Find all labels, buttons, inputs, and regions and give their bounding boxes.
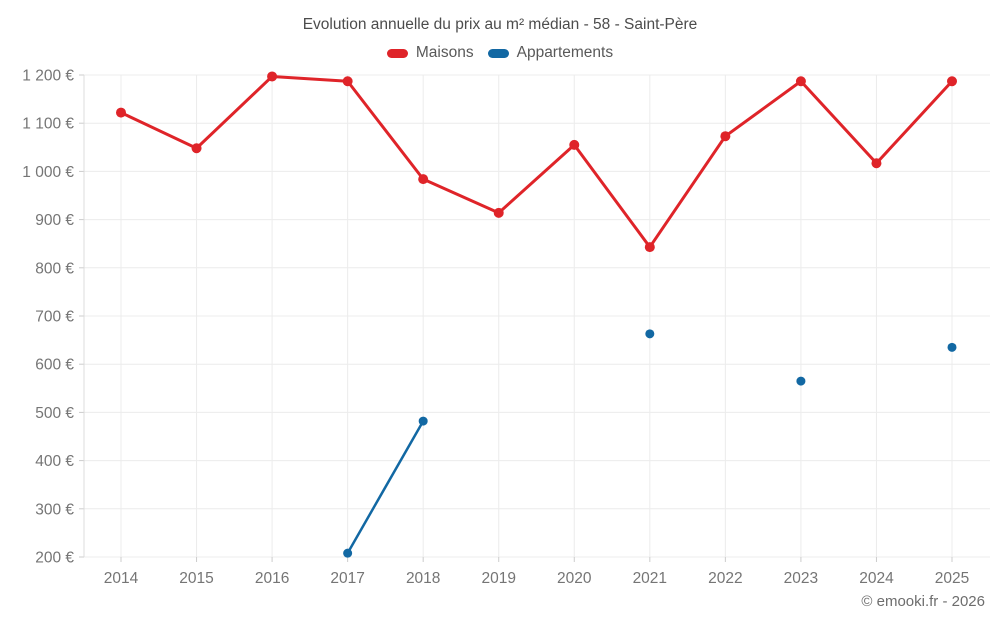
- maisons-legend-swatch: [386, 48, 408, 58]
- x-tick-label: 2018: [406, 570, 440, 587]
- appartements-point[interactable]: [418, 416, 428, 426]
- maisons-point[interactable]: [191, 143, 202, 154]
- maisons-legend-label: Maisons: [415, 44, 474, 61]
- x-tick-label: 2016: [255, 570, 289, 587]
- chart-title: Evolution annuelle du prix au m² médian …: [302, 16, 698, 33]
- y-tick-label: 500 €: [35, 405, 74, 422]
- x-tick-label: 2014: [104, 570, 139, 587]
- x-tick-label: 2025: [935, 570, 969, 587]
- y-tick-label: 900 €: [35, 212, 74, 229]
- appartements-point[interactable]: [947, 342, 957, 352]
- x-tick-label: 2015: [179, 570, 213, 587]
- y-tick-label: 300 €: [35, 501, 74, 518]
- x-tick-label: 2017: [330, 570, 364, 587]
- legend: Maisons Appartements: [0, 44, 1000, 62]
- maisons-point[interactable]: [493, 207, 504, 218]
- maisons-point[interactable]: [418, 174, 429, 185]
- maisons-point[interactable]: [720, 131, 731, 142]
- y-tick-label: 1 000 €: [22, 164, 74, 181]
- maisons-point[interactable]: [116, 107, 126, 118]
- appartements-point[interactable]: [645, 329, 655, 339]
- maisons-point[interactable]: [342, 76, 353, 87]
- legend-item-maisons[interactable]: Maisons: [386, 44, 474, 62]
- maisons-point[interactable]: [267, 71, 278, 82]
- appartements-point[interactable]: [343, 548, 353, 558]
- maisons-point[interactable]: [795, 76, 806, 87]
- x-tick-label: 2019: [481, 570, 515, 587]
- footer-credit: © emooki.fr - 2026: [861, 593, 985, 610]
- maisons-point[interactable]: [871, 158, 882, 169]
- y-tick-label: 200 €: [35, 550, 74, 567]
- x-tick-label: 2022: [708, 570, 742, 587]
- x-tick-label: 2020: [557, 570, 592, 587]
- x-tick-label: 2024: [859, 570, 894, 587]
- maisons-point[interactable]: [947, 76, 957, 87]
- appartements-line: [346, 419, 425, 555]
- y-tick-label: 400 €: [35, 453, 74, 470]
- y-tick-label: 1 200 €: [22, 68, 74, 85]
- x-tick-label: 2023: [784, 570, 818, 587]
- x-tick-label: 2021: [633, 570, 667, 587]
- maisons-line: [119, 74, 954, 249]
- appartements-legend-label: Appartements: [516, 44, 614, 61]
- y-tick-label: 800 €: [35, 260, 74, 277]
- maisons-point[interactable]: [569, 139, 580, 150]
- legend-item-appartements[interactable]: Appartements: [487, 44, 614, 62]
- appartements-legend-swatch: [487, 48, 509, 58]
- y-tick-label: 600 €: [35, 357, 74, 374]
- maisons-point[interactable]: [644, 242, 655, 253]
- appartements-point[interactable]: [796, 376, 806, 386]
- y-tick-label: 1 100 €: [22, 116, 74, 133]
- y-tick-label: 700 €: [35, 309, 74, 326]
